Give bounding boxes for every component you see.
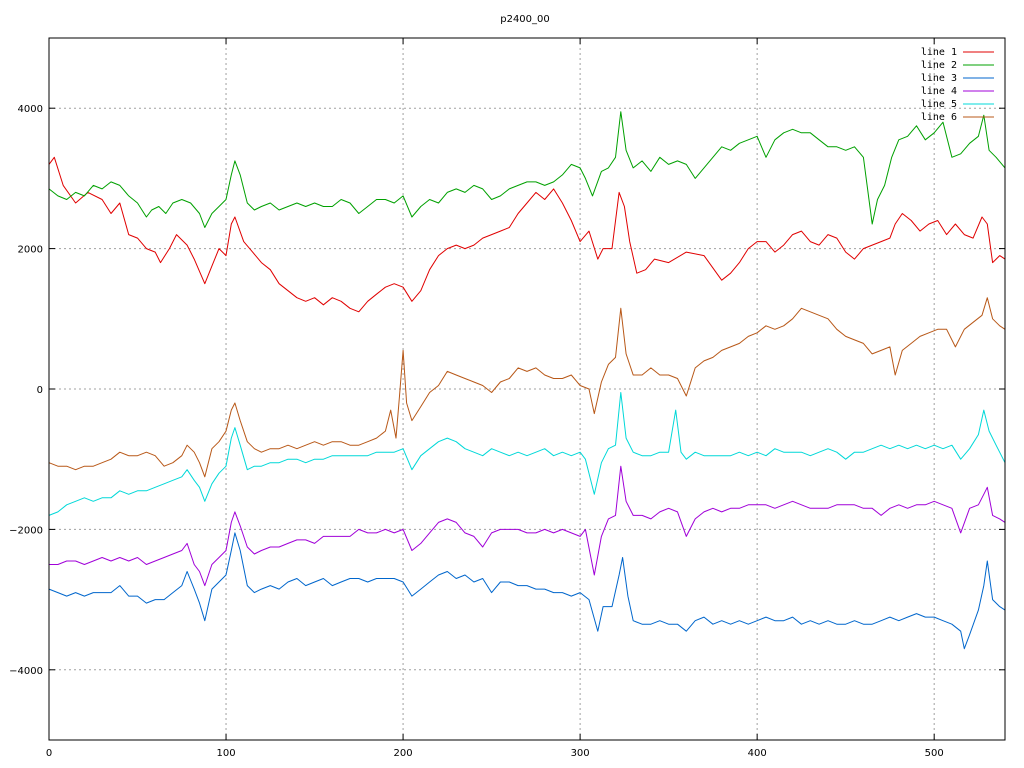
y-tick-label: −2000 xyxy=(9,525,43,536)
series-line-4 xyxy=(49,465,1006,587)
x-tick-label: 100 xyxy=(216,748,235,759)
x-tick-label: 300 xyxy=(571,748,590,759)
y-tick-label: 4000 xyxy=(18,104,43,115)
legend-label-1: line 1 xyxy=(921,47,957,58)
y-tick-label: 2000 xyxy=(18,245,43,256)
legend-label-3: line 3 xyxy=(921,73,957,84)
legend: line 1 line 2 line 3 line 4 line 5 line 6 xyxy=(921,47,994,123)
series-line-1 xyxy=(48,156,1006,313)
x-tick-label: 400 xyxy=(748,748,767,759)
y-tick-label: 0 xyxy=(37,385,43,396)
series-line-5 xyxy=(48,392,1006,516)
axis-ticks: 0 100 200 300 400 500 −4000 −2000 0 2000 4000 xyxy=(9,38,1005,759)
series-line-6 xyxy=(48,297,1006,478)
x-tick-label: 0 xyxy=(46,748,52,759)
legend-label-6: line 6 xyxy=(921,112,957,123)
series-line-2 xyxy=(48,111,1006,228)
chart-title: p2400_00 xyxy=(500,14,550,25)
legend-label-5: line 5 xyxy=(921,99,957,110)
legend-label-2: line 2 xyxy=(921,60,957,71)
grid-lines xyxy=(49,38,1005,740)
y-tick-label: −4000 xyxy=(9,666,43,677)
x-tick-label: 500 xyxy=(925,748,944,759)
series-group xyxy=(48,111,1006,650)
series-line-3 xyxy=(48,532,1006,650)
x-tick-label: 200 xyxy=(394,748,413,759)
legend-label-4: line 4 xyxy=(921,86,957,97)
